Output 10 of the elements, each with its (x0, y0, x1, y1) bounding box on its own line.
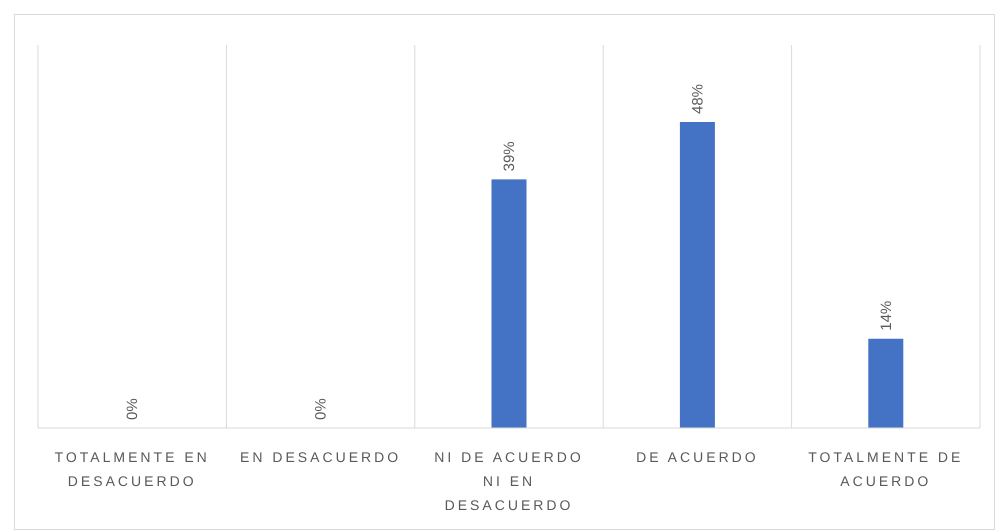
data-label: 0% (124, 398, 142, 420)
x-tick-label: DE ACUERDO (636, 449, 759, 465)
data-label: 0% (312, 398, 330, 420)
x-tick-label: EN DESACUERDO (240, 449, 402, 465)
data-label: 48% (689, 84, 706, 114)
x-tick-label: TOTALMENTE DE ACUERDO (808, 449, 964, 489)
data-label: 39% (501, 141, 518, 172)
data-label: 14% (878, 300, 895, 331)
x-tick-label: NI DE ACUERDO NI EN DESACUERDO (434, 449, 584, 513)
x-tick-label: TOTALMENTE EN DESACUERDO (54, 449, 210, 489)
